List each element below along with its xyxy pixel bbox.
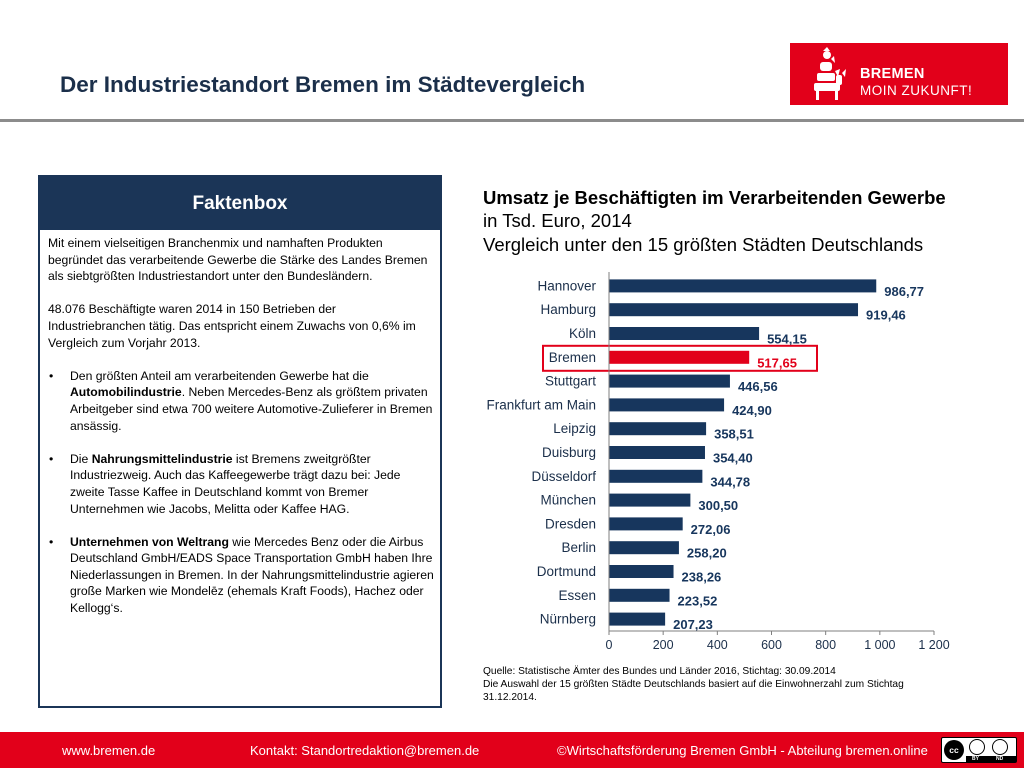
bar: [609, 374, 730, 388]
bar: [609, 422, 707, 436]
value-label: 300,50: [698, 498, 738, 513]
value-label: 223,52: [678, 593, 718, 608]
footer-copyright: ©Wirtschaftsförderung Bremen GmbH - Abte…: [557, 743, 928, 758]
value-label: 424,90: [732, 403, 772, 418]
faktenbox-bullet: • Den größten Anteil am verarbeitenden Ge…: [48, 368, 434, 434]
cc-by-nd-icon: cc BY ND: [941, 737, 1017, 763]
x-tick-label: 1 000: [864, 638, 895, 652]
cc-label-by: BY: [972, 756, 979, 762]
source-line: Die Auswahl der 15 größten Städte Deutsc…: [483, 679, 904, 690]
footer-bar: www.bremen.de Kontakt: Standortredaktion…: [0, 732, 1024, 768]
bar: [609, 493, 691, 507]
x-tick-label: 0: [606, 638, 613, 652]
bullet-text: Den größten Anteil am verarbeitenden Gew…: [70, 368, 369, 383]
value-label: 207,23: [673, 617, 713, 632]
value-label: 258,20: [687, 546, 727, 561]
category-label: Nürnberg: [540, 612, 596, 627]
bullet-emphasis: Unternehmen von Weltrang: [70, 534, 229, 549]
faktenbox-intro: Mit einem vielseitigen Branchenmix und n…: [48, 236, 428, 284]
bar: [609, 541, 679, 555]
town-musicians-icon: [814, 47, 846, 100]
bullet-dot: •: [49, 368, 54, 383]
bar: [609, 303, 859, 317]
source-line: Quelle: Statistische Ämter des Bundes un…: [483, 666, 836, 677]
chart-source: Quelle: Statistische Ämter des Bundes un…: [483, 665, 904, 704]
value-label: 358,51: [714, 427, 754, 442]
x-tick-label: 200: [653, 638, 674, 652]
logo-text-slogan: MOIN ZUKUNFT!: [860, 83, 973, 98]
faktenbox-bullet: • Unternehmen von Weltrang wie Mercedes B…: [48, 534, 434, 617]
category-label: Hannover: [537, 278, 596, 293]
bullet-text: ist Bremens zweitgrößter Industriezweig.…: [70, 451, 401, 516]
highlight-frame: [542, 344, 818, 372]
bullet-emphasis: Automobilindustrie: [70, 385, 182, 400]
page-title: Der Industriestandort Bremen im Städteve…: [60, 72, 586, 97]
bullet-text: . Neben Mercedes-Benz als größtem privat…: [70, 385, 433, 433]
value-label: 554,15: [767, 332, 807, 347]
category-label: Duisburg: [542, 445, 596, 460]
category-label: Dortmund: [537, 564, 596, 579]
category-label: Düsseldorf: [531, 469, 596, 484]
value-label: 986,77: [884, 284, 924, 299]
bar: [609, 588, 670, 602]
bar: [609, 517, 683, 531]
chart-subtitle-unit: in Tsd. Euro, 2014: [483, 210, 632, 231]
bullet-text: wie Mercedes Benz oder die Airbus Deutsc…: [70, 534, 434, 616]
bar-highlight: [609, 350, 750, 364]
x-tick-label: 400: [707, 638, 728, 652]
faktenbox-title: Faktenbox: [40, 177, 440, 230]
bullet-emphasis: Nahrungsmittelindustrie: [91, 451, 233, 466]
faktenbox-body: Mit einem vielseitigen Branchenmix und n…: [48, 235, 434, 633]
bar: [609, 279, 877, 293]
category-label: Dresden: [545, 516, 596, 531]
footer-contact-link[interactable]: Kontakt: Standortredaktion@bremen.de: [250, 743, 480, 758]
category-label: Berlin: [561, 540, 596, 555]
x-tick-label: 600: [761, 638, 782, 652]
value-label: 272,06: [691, 522, 731, 537]
no-derivatives-icon: [992, 739, 1008, 755]
faktenbox-stat: 48.076 Beschäftigte waren 2014 in 150 Be…: [48, 302, 416, 350]
bullet-dot: •: [49, 451, 54, 466]
bar: [609, 565, 674, 578]
value-label: 344,78: [710, 474, 750, 489]
bar-chart: Hannover 986,77 Hamburg 919,46 Köln 554,15 Bre…: [486, 272, 950, 652]
bar: [609, 446, 705, 459]
x-tick-label: 1 200: [918, 638, 949, 652]
cc-label-nd: ND: [996, 756, 1004, 762]
category-label: Leipzig: [553, 421, 596, 436]
faktenbox-bullet: • Die Nahrungsmittelindustrie ist Bremens…: [48, 451, 434, 517]
value-label: 446,56: [738, 379, 778, 394]
bullet-text: Die: [70, 451, 92, 466]
chart-title: Umsatz je Beschäftigten im Verarbeitende…: [483, 187, 946, 208]
category-label: Frankfurt am Main: [486, 397, 596, 412]
category-label: Hamburg: [540, 302, 596, 317]
category-label: München: [540, 493, 596, 508]
chart-subtitle-scope: Vergleich unter den 15 größten Städten D…: [483, 234, 924, 255]
bullet-dot: •: [49, 534, 54, 549]
category-label: Bremen: [549, 350, 596, 365]
title-divider: [0, 119, 1024, 122]
bar: [609, 398, 725, 412]
value-label: 238,26: [682, 570, 722, 585]
category-label: Stuttgart: [545, 374, 596, 389]
logo-text-bremen: BREMEN: [860, 66, 925, 82]
value-label: 919,46: [866, 308, 906, 323]
bremen-logo: BREMEN MOIN ZUKUNFT!: [790, 43, 1008, 105]
bar: [609, 612, 666, 626]
cc-label-strip: [966, 756, 1016, 762]
cc-logo-icon: cc: [944, 740, 964, 760]
source-line: 31.12.2014.: [483, 692, 537, 703]
category-label: Essen: [558, 588, 596, 603]
x-tick-label: 800: [815, 638, 836, 652]
category-label: Köln: [569, 326, 596, 341]
faktenbox: Faktenbox Mit einem vielseitigen Branche…: [38, 175, 442, 708]
attribution-icon: [969, 739, 985, 755]
bar: [609, 327, 760, 340]
value-label: 517,65: [757, 355, 797, 370]
value-label: 354,40: [713, 451, 753, 466]
footer-website-link[interactable]: www.bremen.de: [62, 743, 156, 758]
bar: [609, 469, 703, 483]
